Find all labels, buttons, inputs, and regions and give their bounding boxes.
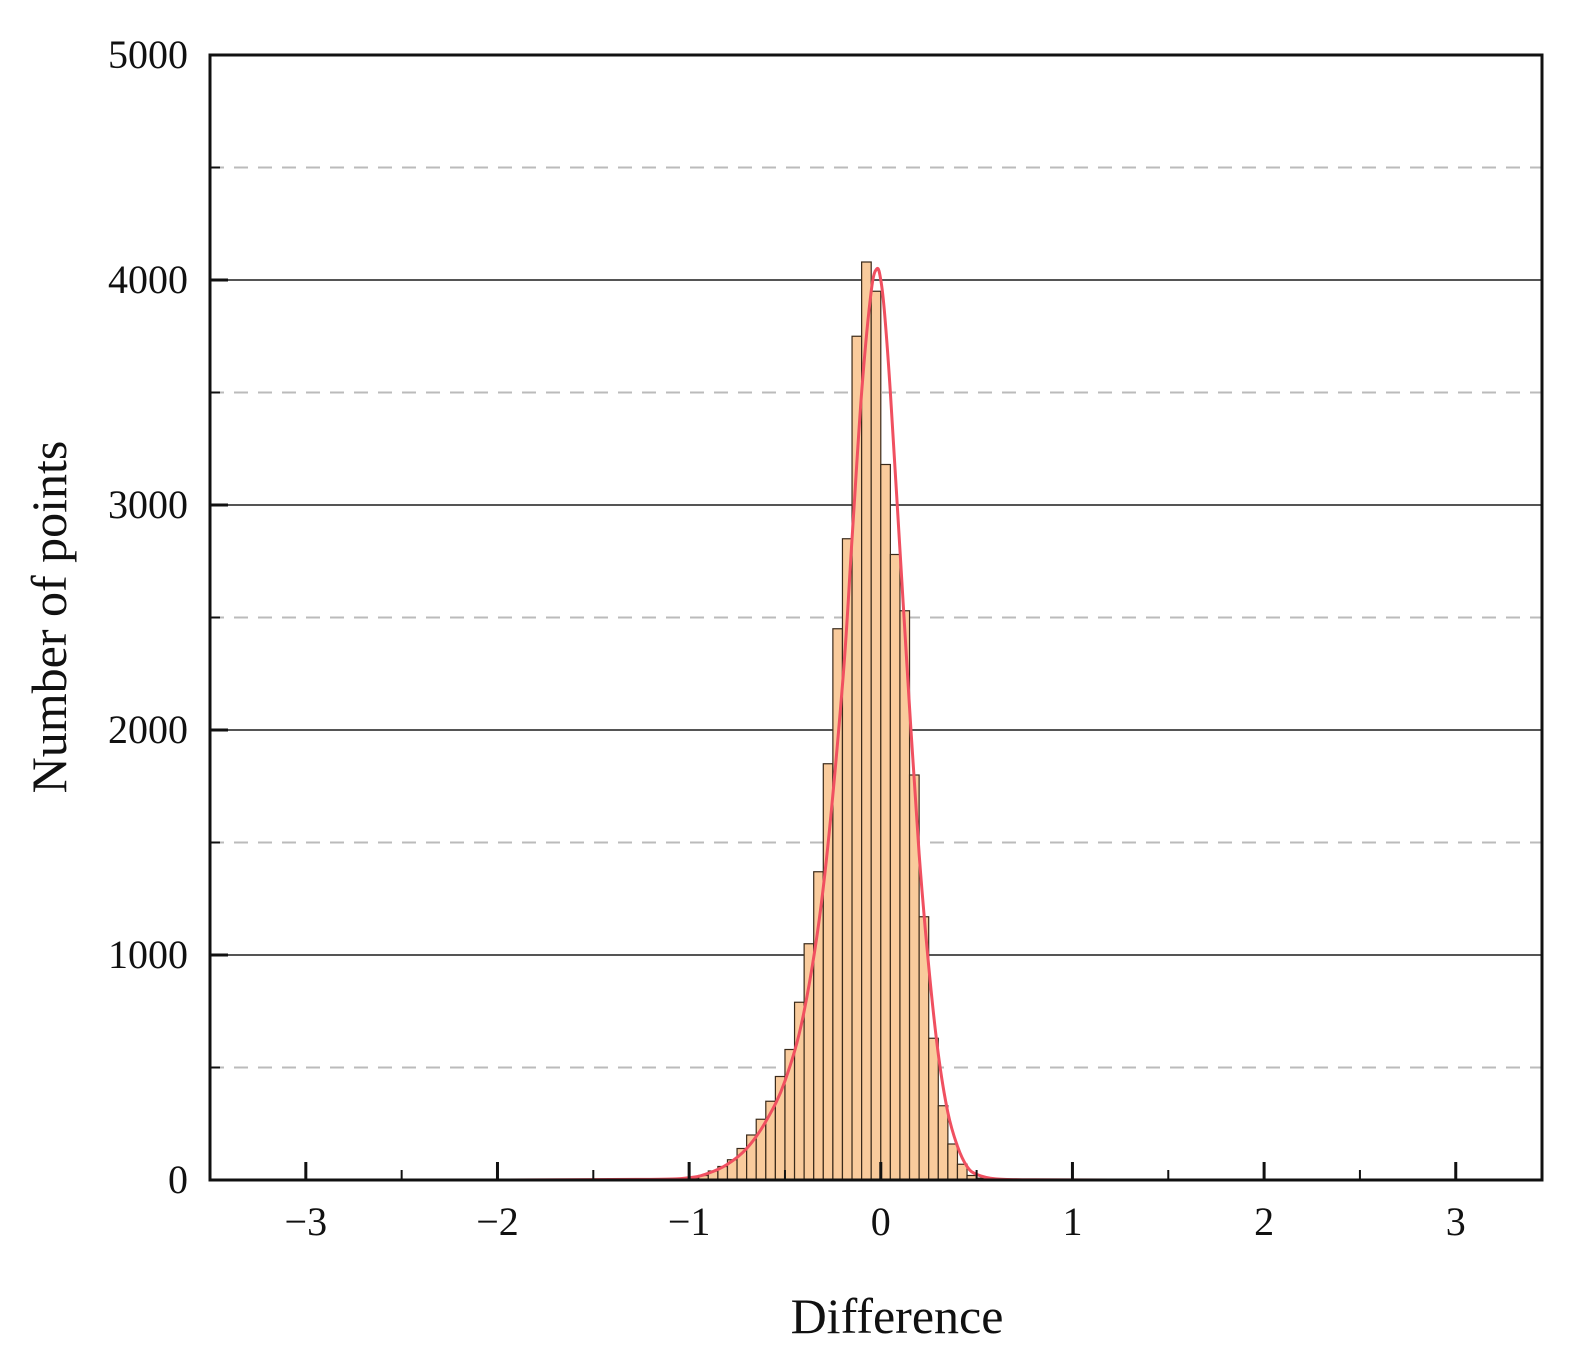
histogram-bar: [880, 463, 891, 1181]
y-tick-label: 1000: [108, 932, 188, 977]
x-tick-label: 2: [1254, 1199, 1274, 1244]
histogram-bar: [889, 553, 901, 1181]
histogram-bar: [861, 261, 872, 1181]
histogram-bar: [928, 1037, 939, 1181]
bar-layer: [688, 261, 997, 1181]
y-axis-title: Number of points: [21, 441, 77, 794]
y-tick-label: 2000: [108, 707, 188, 752]
y-tick-label: 0: [168, 1157, 188, 1202]
y-tick-label: 4000: [108, 257, 188, 302]
axis-layer: [208, 53, 1544, 1182]
histogram-bar: [937, 1105, 949, 1181]
x-tick-label: −1: [668, 1199, 711, 1244]
label-layer: −3 −2 −1 0 1 2 3 0 1000 2000 3000 4000 5000: [108, 32, 1466, 1244]
x-tick-label: −3: [285, 1199, 328, 1244]
histogram-bar: [822, 763, 834, 1181]
x-tick-label: 0: [871, 1199, 891, 1244]
histogram-bar: [870, 290, 882, 1181]
histogram-bar: [947, 1143, 959, 1181]
y-tick-label: 5000: [108, 32, 188, 77]
x-tick-label: 1: [1062, 1199, 1082, 1244]
x-tick-label: 3: [1446, 1199, 1466, 1244]
y-tick-label: 3000: [108, 482, 188, 527]
x-axis-title: Difference: [791, 1288, 1004, 1344]
x-tick-label: −2: [476, 1199, 519, 1244]
